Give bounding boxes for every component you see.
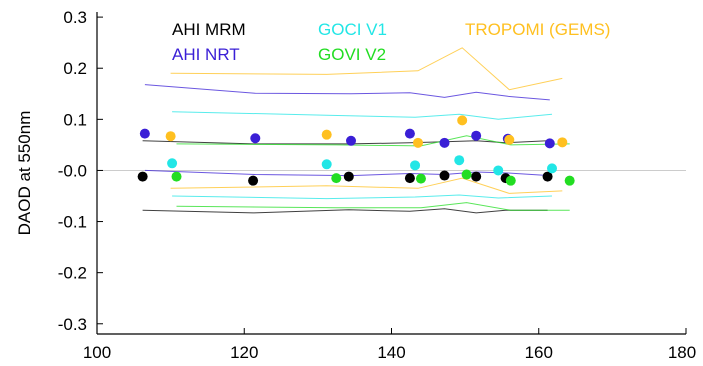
x-tick-label: 180 <box>668 343 696 362</box>
data-points-layer <box>137 115 575 186</box>
data-point <box>504 134 515 145</box>
data-point <box>404 128 415 139</box>
data-point <box>321 129 332 140</box>
x-tick-label: 100 <box>83 343 111 362</box>
legend-entry: GOVI V2 <box>318 45 386 64</box>
data-point <box>557 137 568 148</box>
data-point <box>439 170 450 181</box>
band-lines-layer <box>142 47 570 214</box>
data-point <box>321 159 332 170</box>
data-point <box>331 173 342 184</box>
data-point <box>542 171 553 182</box>
band-line-lower <box>142 208 548 214</box>
data-point <box>461 169 472 180</box>
legend: AHI MRM AHI NRT GOCI V1 GOVI V2 TROPOMI (GEM… <box>172 20 610 64</box>
data-point <box>167 158 178 169</box>
band-line-upper <box>144 84 550 101</box>
y-axis-title: DAOD at 550nm <box>15 111 34 236</box>
y-tick-label: -0.0 <box>58 161 87 180</box>
data-point <box>544 138 555 149</box>
legend-entry: AHI MRM <box>172 20 246 39</box>
data-point <box>439 137 450 148</box>
data-point <box>457 115 468 126</box>
legend-entry: GOCI V1 <box>318 20 387 39</box>
data-point <box>250 133 261 144</box>
tick-labels: 0.3 0.2 0.1 -0.0 -0.1 -0.2 -0.3 100 120 140 160 180 <box>58 8 696 362</box>
data-point <box>413 137 424 148</box>
y-tick-label: 0.2 <box>63 59 87 78</box>
data-point <box>564 175 575 186</box>
band-line-upper <box>172 111 553 120</box>
data-point <box>137 171 148 182</box>
y-tick-label: -0.1 <box>58 213 87 232</box>
data-point <box>343 171 354 182</box>
band-line-lower <box>172 194 553 200</box>
band-line-lower <box>170 177 563 194</box>
y-tick-label: 0.3 <box>63 8 87 27</box>
data-point <box>165 131 176 142</box>
band-line-upper <box>170 47 563 91</box>
legend-entry: AHI NRT <box>172 45 240 64</box>
data-point <box>493 165 504 176</box>
data-point <box>404 173 415 184</box>
data-point <box>346 135 357 146</box>
x-tick-label: 160 <box>525 343 553 362</box>
data-point <box>471 171 482 182</box>
y-tick-label: -0.3 <box>58 315 87 334</box>
data-point <box>471 130 482 141</box>
data-point <box>454 155 465 166</box>
x-tick-label: 140 <box>377 343 405 362</box>
y-tick-label: -0.2 <box>58 264 87 283</box>
legend-entry: TROPOMI (GEMS) <box>465 20 610 39</box>
data-point <box>248 175 259 186</box>
y-tick-label: 0.1 <box>63 110 87 129</box>
band-line-upper <box>142 140 548 145</box>
data-point <box>139 128 150 139</box>
data-point <box>505 175 516 186</box>
x-tick-label: 120 <box>230 343 258 362</box>
data-point <box>410 160 421 171</box>
data-point <box>171 171 182 182</box>
data-point <box>415 173 426 184</box>
band-line-lower <box>176 202 570 211</box>
data-point <box>547 163 558 174</box>
